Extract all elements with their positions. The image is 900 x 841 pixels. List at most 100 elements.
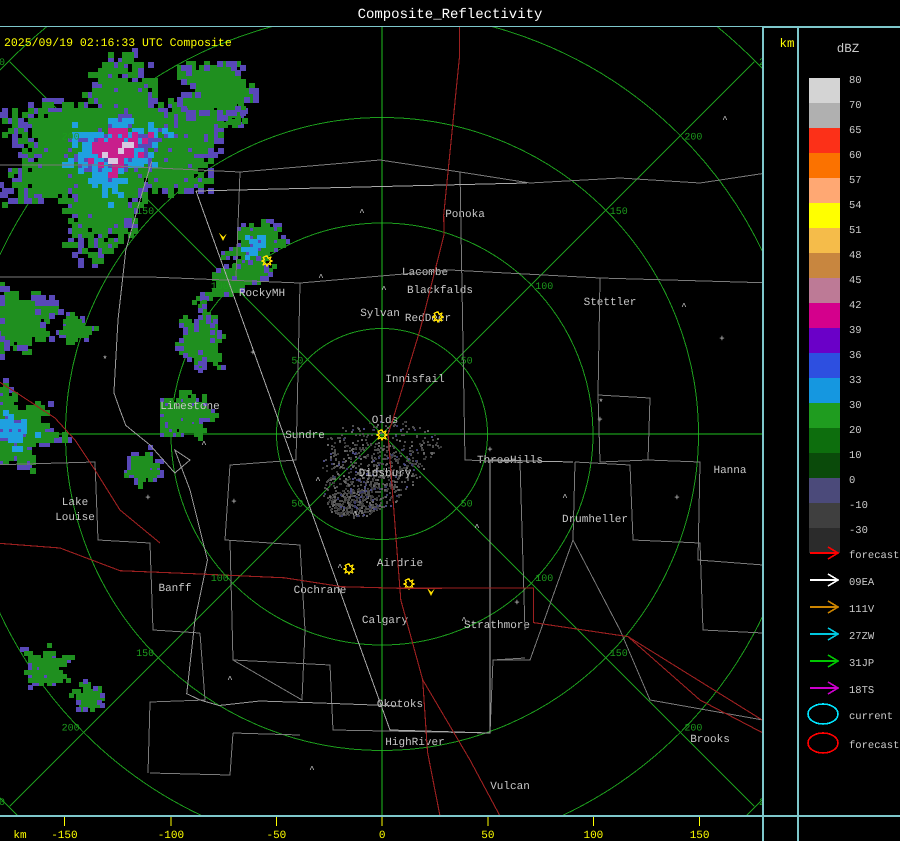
svg-text:Lacombe: Lacombe xyxy=(402,267,448,279)
svg-text:Louise: Louise xyxy=(55,512,95,524)
svg-text:+: + xyxy=(487,445,492,455)
svg-text:45: 45 xyxy=(849,275,862,287)
svg-text:20: 20 xyxy=(849,425,862,437)
svg-text:100: 100 xyxy=(211,574,229,585)
svg-text:Sylvan: Sylvan xyxy=(360,308,400,320)
svg-text:dBZ: dBZ xyxy=(837,42,860,56)
svg-text:Drumheller: Drumheller xyxy=(562,514,628,526)
svg-text:-10: -10 xyxy=(849,500,868,512)
svg-text:50: 50 xyxy=(461,500,473,511)
svg-text:RedDeer: RedDeer xyxy=(405,313,451,325)
svg-text:Hanna: Hanna xyxy=(713,465,746,477)
svg-text:forecast: forecast xyxy=(849,740,899,752)
svg-text:km: km xyxy=(13,830,27,841)
svg-text:250: 250 xyxy=(0,798,5,809)
svg-text:18TS: 18TS xyxy=(849,685,874,697)
svg-text:Composite_Reflectivity: Composite_Reflectivity xyxy=(358,7,543,23)
svg-text:80: 80 xyxy=(849,75,862,87)
svg-text:RockyMH: RockyMH xyxy=(239,288,285,300)
svg-text:^: ^ xyxy=(201,440,206,450)
svg-text:^: ^ xyxy=(681,302,686,312)
svg-text:0: 0 xyxy=(849,475,855,487)
svg-text:forecast: forecast xyxy=(849,550,899,562)
svg-text:+: + xyxy=(514,598,519,608)
svg-text:Sundre: Sundre xyxy=(285,430,325,442)
svg-text:+: + xyxy=(674,493,679,503)
svg-text:54: 54 xyxy=(849,200,862,212)
svg-text:42: 42 xyxy=(849,300,862,312)
svg-text:150: 150 xyxy=(136,649,154,660)
svg-text:150: 150 xyxy=(136,207,154,218)
svg-text:^: ^ xyxy=(337,563,342,573)
svg-text:^: ^ xyxy=(562,493,567,503)
svg-text:150: 150 xyxy=(690,830,710,841)
svg-text:200: 200 xyxy=(684,133,702,144)
svg-text:Vulcan: Vulcan xyxy=(490,781,530,793)
svg-text:39: 39 xyxy=(849,325,862,337)
svg-text:100: 100 xyxy=(211,282,229,293)
svg-text:+: + xyxy=(231,497,236,507)
svg-text:Calgary: Calgary xyxy=(362,615,409,627)
svg-text:70: 70 xyxy=(849,100,862,112)
svg-text:111V: 111V xyxy=(849,604,875,616)
svg-text:09EA: 09EA xyxy=(849,577,875,589)
svg-text:current: current xyxy=(849,711,893,723)
svg-text:^: ^ xyxy=(461,616,466,626)
svg-text:Stettler: Stettler xyxy=(584,297,637,309)
svg-text:200: 200 xyxy=(62,723,80,734)
svg-text:Innisfail: Innisfail xyxy=(385,374,444,386)
svg-text:-150: -150 xyxy=(51,830,77,841)
svg-text:2025/09/19 02:16:33 UTC Compos: 2025/09/19 02:16:33 UTC Composite xyxy=(4,37,232,50)
svg-text:Didsbury: Didsbury xyxy=(359,468,412,480)
svg-text:^: ^ xyxy=(474,523,479,533)
svg-text:150: 150 xyxy=(610,207,628,218)
svg-text:33: 33 xyxy=(849,375,862,387)
svg-text:100: 100 xyxy=(535,574,553,585)
svg-text:-100: -100 xyxy=(158,830,184,841)
svg-text:Banff: Banff xyxy=(158,583,191,595)
svg-text:^: ^ xyxy=(309,765,314,775)
svg-text:60: 60 xyxy=(849,150,862,162)
svg-text:^: ^ xyxy=(352,510,357,520)
svg-text:*: * xyxy=(102,355,107,365)
svg-text:100: 100 xyxy=(583,830,603,841)
svg-text:HighRiver: HighRiver xyxy=(385,737,444,749)
svg-text:+: + xyxy=(145,493,150,503)
svg-text:30: 30 xyxy=(849,400,862,412)
svg-text:Ponoka: Ponoka xyxy=(445,209,485,221)
svg-text:51: 51 xyxy=(849,225,862,237)
svg-text:km: km xyxy=(779,37,794,51)
svg-text:Strathmore: Strathmore xyxy=(464,620,530,632)
svg-text:27ZW: 27ZW xyxy=(849,631,875,643)
svg-text:^: ^ xyxy=(381,285,386,295)
svg-text:50: 50 xyxy=(461,356,473,367)
svg-text:-30: -30 xyxy=(849,525,868,537)
svg-text:36: 36 xyxy=(849,350,862,362)
svg-text:^: ^ xyxy=(227,675,232,685)
svg-text:100: 100 xyxy=(535,282,553,293)
svg-text:10: 10 xyxy=(849,450,862,462)
svg-text:^: ^ xyxy=(315,476,320,486)
svg-text:150: 150 xyxy=(610,649,628,660)
svg-text:50: 50 xyxy=(481,830,494,841)
svg-text:-50: -50 xyxy=(266,830,286,841)
svg-text:Limestone: Limestone xyxy=(160,401,219,413)
svg-text:200: 200 xyxy=(62,133,80,144)
svg-text:50: 50 xyxy=(291,356,303,367)
svg-text:^: ^ xyxy=(722,115,727,125)
svg-text:65: 65 xyxy=(849,125,862,137)
svg-text:Airdrie: Airdrie xyxy=(377,558,423,570)
svg-text:31JP: 31JP xyxy=(849,658,874,670)
svg-text:Blackfalds: Blackfalds xyxy=(407,285,473,297)
svg-text:^: ^ xyxy=(359,208,364,218)
svg-text:+: + xyxy=(597,415,602,425)
svg-text:250: 250 xyxy=(0,58,5,69)
svg-text:Brooks: Brooks xyxy=(690,734,730,746)
svg-text:48: 48 xyxy=(849,250,862,262)
svg-text:0: 0 xyxy=(379,830,386,841)
svg-text:*: * xyxy=(598,398,603,408)
svg-text:200: 200 xyxy=(684,723,702,734)
svg-text:Lake: Lake xyxy=(62,497,88,509)
svg-text:50: 50 xyxy=(291,500,303,511)
svg-text:57: 57 xyxy=(849,175,862,187)
